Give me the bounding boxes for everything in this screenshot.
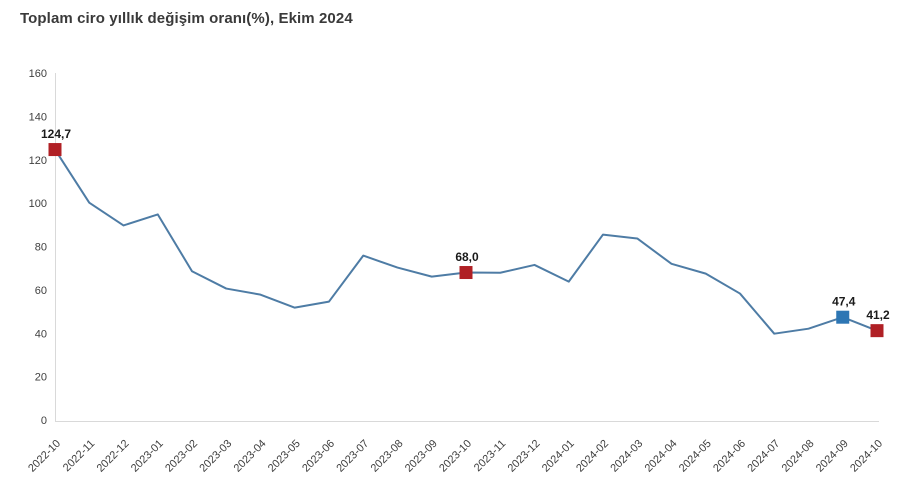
y-axis-tick-label: 120 bbox=[29, 155, 47, 167]
x-axis-tick-label: 2022-11 bbox=[61, 438, 97, 474]
x-axis-tick-label: 2023-12 bbox=[506, 438, 543, 475]
x-axis-tick-label: 2023-05 bbox=[266, 438, 303, 475]
x-axis-tick-label: 2023-09 bbox=[403, 438, 440, 475]
x-axis-tick-label: 2023-10 bbox=[437, 438, 474, 475]
data-point-marker bbox=[836, 310, 850, 324]
data-point-label: 68,0 bbox=[455, 250, 479, 264]
x-axis-tick-label: 2024-05 bbox=[677, 438, 714, 475]
x-axis-tick-label: 2022-12 bbox=[95, 438, 132, 475]
x-axis-tick-label: 2023-06 bbox=[300, 438, 337, 475]
data-point-marker bbox=[870, 324, 884, 338]
x-axis-tick-label: 2022-10 bbox=[26, 438, 63, 475]
y-axis-tick-label: 40 bbox=[35, 328, 47, 340]
x-axis-tick-label: 2023-08 bbox=[369, 438, 406, 475]
x-axis-tick-label: 2024-04 bbox=[643, 438, 680, 475]
y-axis-tick-label: 160 bbox=[29, 68, 47, 80]
x-axis-tick-label: 2024-01 bbox=[540, 438, 577, 475]
y-axis-tick-label: 0 bbox=[41, 415, 47, 427]
y-axis-tick-label: 60 bbox=[35, 285, 47, 297]
x-axis-tick-label: 2024-08 bbox=[780, 438, 817, 475]
data-point-marker bbox=[48, 143, 62, 157]
data-point-label: 47,4 bbox=[832, 295, 856, 309]
x-axis-tick-label: 2024-09 bbox=[814, 438, 851, 475]
y-axis-tick-label: 140 bbox=[29, 111, 47, 123]
x-axis-tick-label: 2024-10 bbox=[848, 438, 885, 475]
x-axis-tick-label: 2024-03 bbox=[608, 438, 645, 475]
chart-title: Toplam ciro yıllık değişim oranı(%), Eki… bbox=[20, 10, 353, 27]
x-axis-tick-label: 2024-07 bbox=[745, 438, 782, 475]
data-point-label: 124,7 bbox=[41, 127, 71, 141]
x-axis-tick-label: 2023-04 bbox=[232, 438, 269, 475]
x-axis-tick-label: 2023-07 bbox=[334, 438, 371, 475]
x-axis-tick-label: 2023-02 bbox=[163, 438, 200, 475]
y-axis-tick-label: 80 bbox=[35, 242, 47, 254]
data-point-marker bbox=[459, 266, 473, 280]
turnover-series-line bbox=[54, 148, 878, 335]
x-axis-tick-label: 2024-02 bbox=[574, 438, 611, 475]
x-axis-tick-label: 2023-01 bbox=[129, 438, 166, 475]
data-point-label: 41,2 bbox=[866, 308, 890, 322]
y-axis-tick-label: 20 bbox=[35, 372, 47, 384]
x-axis-tick-label: 2024-06 bbox=[711, 438, 748, 475]
y-axis-tick-label: 100 bbox=[29, 198, 47, 210]
x-axis-tick-label: 2023-03 bbox=[197, 438, 234, 475]
x-axis-tick-label: 2023-11 bbox=[472, 438, 508, 474]
